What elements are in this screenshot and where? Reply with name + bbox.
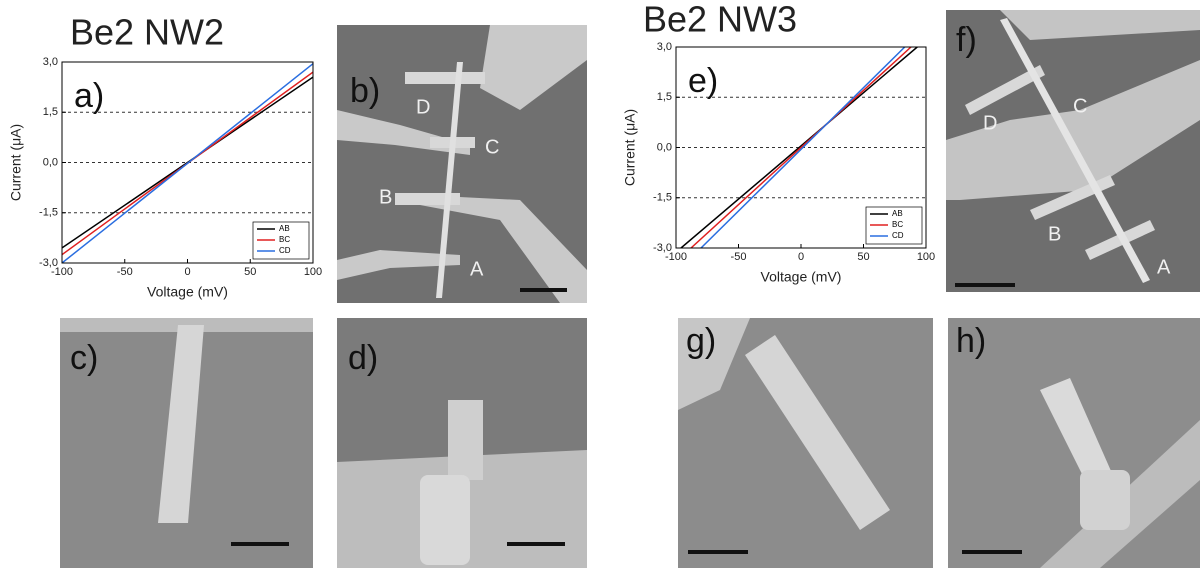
x-tick-label: -50 [731,251,747,263]
title: Be2 NW3 [643,0,797,40]
y-tick-label: 0,0 [657,141,672,153]
panel-label: d) [348,339,378,377]
x-tick-label: 0 [184,266,190,278]
sem-b [337,25,587,303]
electrode-label: A [1157,256,1171,278]
sem-f [946,10,1200,292]
x-tick-label: 50 [244,266,256,278]
x-tick-label: 50 [857,251,869,263]
legend-label: BC [892,220,903,229]
x-tick-label: 100 [304,266,322,278]
x-tick-label: 100 [917,251,935,263]
electrode-label: A [470,258,484,280]
panel-label: e) [688,62,718,100]
legend-label: AB [279,224,290,233]
y-tick-label: 3,0 [657,41,672,53]
panel-label: a) [74,77,104,115]
y-axis-label: Current (μA) [622,109,638,186]
x-axis-label: Voltage (mV) [147,284,228,300]
y-tick-label: 0,0 [43,156,58,168]
panel-label: g) [686,322,716,360]
electrode-label: C [485,136,499,158]
y-tick-label: 1,5 [657,91,672,103]
panel-label: f) [956,21,977,59]
electrode-label: B [379,186,392,208]
title: Be2 NW2 [70,12,224,53]
electrode-label: B [1048,223,1061,245]
y-axis-label: Current (μA) [8,124,24,201]
legend-label: AB [892,209,903,218]
electrode-label: D [416,96,430,118]
sem-g [678,318,933,568]
legend-label: CD [892,231,904,240]
electrode-label: C [1073,95,1087,117]
x-axis-label: Voltage (mV) [761,269,842,285]
y-tick-label: -1,5 [39,207,58,219]
x-tick-label: -100 [665,251,687,263]
x-tick-label: 0 [798,251,804,263]
panel-label: b) [350,72,380,110]
legend-label: BC [279,235,290,244]
figure: Be2 NW2 Be2 NW3 3,01,50,0-1,5-3,0-100-50… [0,0,1203,570]
y-tick-label: 3,0 [43,56,58,68]
x-tick-label: -50 [117,266,133,278]
y-tick-label: 1,5 [43,106,58,118]
y-tick-label: -1,5 [653,192,672,204]
legend-label: CD [279,246,291,255]
panel-label: c) [70,339,98,377]
electrode-label: D [983,112,997,134]
panel-label: h) [956,322,986,360]
x-tick-label: -100 [51,266,73,278]
